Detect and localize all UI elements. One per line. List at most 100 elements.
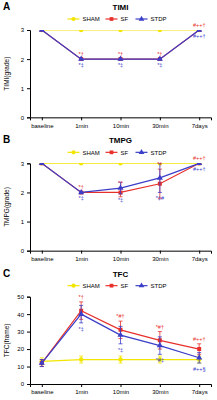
x-axis: baseline1min10min30min7days (31, 117, 212, 128)
annotation: *‡ (118, 197, 123, 203)
point (196, 30, 202, 32)
x-tick: 30min (152, 117, 168, 128)
annotation: *‡ (79, 326, 84, 332)
y-tick-label: 3 (21, 161, 25, 167)
x-tick-label: 7days (192, 123, 208, 129)
y-tick: 0 (21, 115, 30, 121)
y-tick: 1 (21, 86, 30, 92)
y-tick-mark (27, 192, 30, 193)
y-axis-title: TMPG(grade) (3, 187, 11, 227)
y-tick: 40 (17, 312, 30, 318)
x-tick: 30min (152, 251, 168, 262)
y-tick: 10 (17, 364, 30, 370)
point (39, 163, 45, 165)
legend: SHAMSFSTDP (68, 149, 167, 155)
annotation: #++§ (193, 366, 206, 372)
error-cap (79, 301, 83, 302)
y-tick: 3 (21, 161, 30, 167)
x-tick: 30min (152, 384, 168, 395)
y-tick-mark (27, 117, 30, 118)
legend-label: SF (121, 16, 129, 22)
y-tick-mark (27, 367, 30, 368)
panel-label: A (3, 1, 10, 12)
x-tick-label: baseline (31, 389, 54, 395)
error-cap (79, 363, 83, 364)
y-tick: 0 (21, 381, 30, 387)
y-tick-label: 3 (21, 27, 25, 33)
x-tick-mark (42, 117, 43, 120)
annotation: #++† (193, 22, 206, 28)
x-tick-mark (160, 117, 161, 120)
x-tick: 7days (192, 384, 208, 395)
x-tick-label: baseline (31, 256, 54, 262)
y-tick: 50 (17, 294, 30, 300)
x-tick-mark (121, 251, 122, 254)
point (78, 311, 84, 316)
plot-area: baseline1min10min30min7days0123*†*†*†#++… (21, 155, 212, 262)
x-tick-label: 10min (113, 389, 129, 395)
y-tick-mark (27, 222, 30, 223)
point (157, 342, 163, 347)
point (196, 163, 202, 165)
panel: CTFCSHAMSFSTDPbaseline1min10min30min7day… (3, 268, 212, 396)
error-cap (197, 352, 201, 353)
y-tick-label: 10 (17, 364, 24, 370)
figure: ATIMISHAMSFSTDPbaseline1min10min30min7da… (0, 0, 217, 400)
annotation: *† (157, 51, 162, 57)
point (118, 30, 123, 32)
annotation: #++† (193, 166, 206, 172)
x-axis: baseline1min10min30min7days (31, 251, 212, 262)
y-tick-mark (27, 88, 30, 89)
point (79, 163, 84, 165)
y-tick-label: 30 (17, 329, 24, 335)
legend-label: STDP (151, 150, 167, 156)
y-tick-label: 2 (21, 57, 25, 63)
x-tick-mark (121, 117, 122, 120)
x-tick-label: 10min (113, 256, 129, 262)
y-axis: 0 1 2 3 (21, 27, 31, 120)
x-tick: baseline (31, 251, 54, 262)
legend-item: SF (106, 150, 129, 156)
x-tick-label: 30min (152, 123, 168, 129)
annotation: *‡# (156, 195, 165, 201)
error-cap (197, 363, 201, 364)
annotation: #++† (193, 33, 206, 39)
error-cap (158, 354, 162, 355)
error-cap (158, 336, 162, 337)
x-tick-mark (160, 251, 161, 254)
plot-area: baseline1min10min30min7days0123*†*†*†#++… (21, 22, 212, 129)
error-cap (119, 363, 123, 364)
y-axis-line (27, 31, 31, 118)
error-cap (79, 305, 83, 306)
series-line (42, 311, 199, 363)
point (117, 332, 123, 337)
error-cap (119, 356, 123, 357)
y-axis: 0123 (21, 161, 31, 254)
error-cap (40, 357, 44, 358)
error-cap (119, 343, 123, 344)
y-tick-label: 20 (17, 346, 24, 352)
legend-label: STDP (151, 16, 167, 22)
y-axis-line (27, 297, 31, 384)
x-tick-mark (81, 251, 82, 254)
error-cap (79, 356, 83, 357)
x-tick-label: 30min (152, 256, 168, 262)
legend-item: SF (106, 16, 129, 22)
legend-marker (110, 150, 114, 154)
legend-item: SF (106, 283, 129, 289)
annotation: *#‡ (156, 357, 164, 363)
x-tick-label: baseline (31, 123, 54, 129)
annotation: *† (118, 51, 123, 57)
y-axis-line (27, 164, 31, 251)
y-tick-mark (27, 349, 30, 350)
error-cap (119, 321, 123, 322)
annotation: #++† (193, 336, 206, 342)
legend: SHAMSFSTDP (68, 282, 167, 288)
y-axis: 0 10 20 30 40 50 (17, 294, 30, 387)
annotation: *‡ (118, 347, 123, 353)
x-tick-label: 7days (192, 256, 208, 262)
point (197, 347, 201, 351)
y-tick-label: 1 (21, 86, 25, 92)
y-tick-mark (27, 59, 30, 60)
y-tick-mark (27, 251, 30, 252)
